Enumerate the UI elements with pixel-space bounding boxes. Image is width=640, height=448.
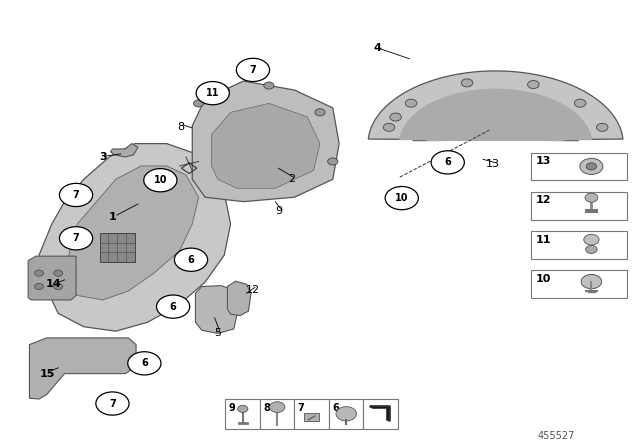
Bar — [531, 152, 627, 180]
Polygon shape — [192, 81, 339, 202]
Circle shape — [586, 246, 597, 254]
Text: 10: 10 — [154, 175, 167, 185]
Polygon shape — [28, 256, 76, 300]
Circle shape — [60, 227, 93, 250]
Polygon shape — [368, 71, 623, 141]
Circle shape — [35, 270, 44, 276]
Text: 10: 10 — [395, 193, 408, 203]
Circle shape — [596, 123, 608, 131]
Polygon shape — [65, 166, 198, 300]
Circle shape — [157, 295, 189, 318]
Text: 14: 14 — [46, 279, 61, 289]
Bar — [260, 399, 294, 430]
Text: 7: 7 — [73, 233, 79, 243]
Text: 455527: 455527 — [538, 431, 575, 441]
Bar — [294, 399, 329, 430]
Text: 9: 9 — [275, 206, 282, 215]
Circle shape — [193, 100, 204, 107]
Circle shape — [54, 284, 63, 290]
Bar — [364, 399, 398, 430]
Circle shape — [584, 234, 599, 245]
Circle shape — [581, 275, 602, 289]
Text: 6: 6 — [444, 157, 451, 168]
Text: 11: 11 — [206, 88, 220, 98]
Bar — [531, 231, 627, 259]
Circle shape — [264, 82, 274, 89]
Text: 7: 7 — [250, 65, 257, 75]
Text: 6: 6 — [188, 255, 195, 265]
Circle shape — [390, 113, 401, 121]
Polygon shape — [29, 338, 136, 399]
Text: 7: 7 — [73, 190, 79, 200]
Text: 13: 13 — [485, 159, 499, 169]
Circle shape — [431, 151, 465, 174]
Text: 1: 1 — [109, 212, 116, 222]
Polygon shape — [211, 103, 320, 188]
Polygon shape — [227, 281, 251, 315]
Polygon shape — [370, 406, 389, 420]
Text: 10: 10 — [536, 274, 551, 284]
Circle shape — [196, 82, 229, 105]
Bar — [225, 399, 260, 430]
Circle shape — [383, 123, 395, 131]
Circle shape — [527, 81, 539, 89]
Circle shape — [128, 352, 161, 375]
Circle shape — [385, 186, 419, 210]
Text: 15: 15 — [40, 369, 55, 379]
Polygon shape — [39, 144, 230, 331]
Text: 5: 5 — [214, 328, 221, 338]
Text: 6: 6 — [332, 403, 339, 413]
Text: 12: 12 — [246, 285, 260, 295]
Circle shape — [144, 168, 177, 192]
Text: 11: 11 — [536, 235, 551, 245]
Circle shape — [405, 99, 417, 107]
Circle shape — [585, 193, 598, 202]
Text: 2: 2 — [288, 174, 295, 184]
Text: 8: 8 — [263, 403, 270, 413]
Circle shape — [60, 183, 93, 207]
Circle shape — [336, 407, 356, 421]
Bar — [329, 399, 364, 430]
Bar — [531, 192, 627, 220]
Circle shape — [575, 99, 586, 107]
Polygon shape — [100, 233, 135, 262]
Polygon shape — [195, 286, 240, 333]
Text: 13: 13 — [536, 156, 551, 166]
Circle shape — [461, 79, 473, 87]
Circle shape — [236, 58, 269, 82]
Circle shape — [586, 163, 596, 170]
Circle shape — [219, 86, 229, 94]
Circle shape — [580, 158, 603, 174]
Text: 4: 4 — [374, 43, 381, 52]
Text: 12: 12 — [536, 195, 551, 206]
Text: 7: 7 — [109, 399, 116, 409]
Circle shape — [174, 248, 207, 271]
Text: 3: 3 — [99, 152, 107, 162]
Circle shape — [269, 402, 285, 413]
Text: 6: 6 — [170, 302, 177, 312]
Circle shape — [328, 158, 338, 165]
Text: 8: 8 — [177, 122, 184, 132]
Bar — [531, 271, 627, 298]
Polygon shape — [399, 89, 592, 141]
Circle shape — [237, 405, 248, 413]
Circle shape — [96, 392, 129, 415]
Circle shape — [35, 284, 44, 290]
Bar — [304, 414, 319, 422]
Text: 7: 7 — [298, 403, 305, 413]
Polygon shape — [111, 144, 138, 157]
Text: 6: 6 — [141, 358, 148, 368]
Circle shape — [315, 109, 325, 116]
Text: 9: 9 — [228, 403, 236, 413]
Circle shape — [54, 270, 63, 276]
